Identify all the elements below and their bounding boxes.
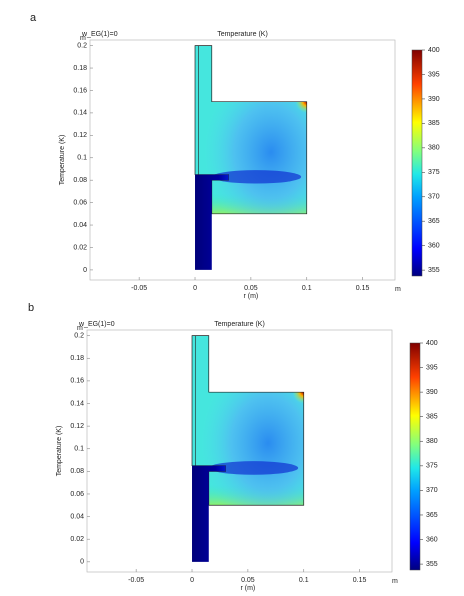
colorbar-tick-label: 400 [426, 340, 438, 347]
y-tick-label: 0.18 [73, 65, 87, 72]
y-tick-label: 0.2 [77, 42, 87, 49]
colorbar-tick-label: 365 [428, 218, 440, 225]
y-tick-label: 0.2 [74, 332, 84, 339]
x-tick-label: 0 [190, 577, 194, 584]
y-tick-label: 0.16 [70, 378, 84, 385]
y-tick-label: 0.02 [70, 536, 84, 543]
y-tick-label: 0.14 [73, 110, 87, 117]
colorbar-tick-label: 375 [428, 169, 440, 176]
inlet-region [192, 465, 226, 562]
x-tick-label: 0.15 [353, 577, 367, 584]
colorbar [411, 49, 423, 277]
inlet-region [195, 174, 229, 270]
y-tick-label: 0 [80, 559, 84, 566]
hot-corner [292, 392, 304, 404]
y-unit: m [80, 35, 86, 42]
subtitle: w_EG(1)=0 [81, 31, 118, 38]
colorbar-tick-label: 390 [426, 389, 438, 396]
y-tick-label: 0.16 [73, 87, 87, 94]
y-tick-label: 0.04 [70, 513, 84, 520]
x-tick-label: -0.05 [131, 285, 147, 292]
colorbar-tick-label: 385 [428, 120, 440, 127]
colorbar-tick-label: 385 [426, 414, 438, 421]
colorbar-tick-label: 370 [428, 194, 440, 201]
y-tick-label: 0.12 [73, 132, 87, 139]
hot-corner [295, 101, 307, 113]
x-tick-label: 0.1 [299, 577, 309, 584]
x-tick-label: -0.05 [128, 577, 144, 584]
x-tick-label: 0.05 [244, 285, 258, 292]
field-plot [192, 335, 304, 506]
x-tick-label: 0.1 [302, 285, 312, 292]
x-axis-label: r (m) [240, 585, 255, 592]
y-tick-label: 0.02 [73, 244, 87, 251]
y-tick-label: 0.18 [70, 355, 84, 362]
y-tick-label: 0.08 [73, 177, 87, 184]
y-tick-label: 0.06 [70, 491, 84, 498]
colorbar-tick-label: 355 [428, 267, 440, 274]
title: Temperature (K) [214, 321, 265, 328]
y-tick-label: 0.1 [77, 155, 87, 162]
y-tick-label: 0.08 [70, 468, 84, 475]
x-tick-label: 0 [193, 285, 197, 292]
x-axis-label: r (m) [243, 293, 258, 300]
colorbar-tick-label: 395 [426, 364, 438, 371]
x-tick-label: 0.15 [356, 285, 370, 292]
cold-jet [208, 461, 299, 475]
y-tick-label: 0.06 [73, 199, 87, 206]
y-tick-label: 0.1 [74, 446, 84, 453]
subtitle: w_EG(1)=0 [78, 321, 115, 328]
colorbar-tick-label: 365 [426, 512, 438, 519]
colorbar-tick-label: 390 [428, 96, 440, 103]
y-tick-label: 0.12 [70, 423, 84, 430]
title: Temperature (K) [217, 31, 268, 38]
cold-jet [211, 170, 302, 184]
colorbar-tick-label: 375 [426, 463, 438, 470]
y-axis-label: Temperature (K) [56, 426, 63, 477]
x-unit: m [392, 578, 398, 585]
field-plot [195, 45, 307, 214]
x-unit: m [395, 286, 401, 293]
y-tick-label: 0 [83, 267, 87, 274]
colorbar-tick-label: 360 [426, 536, 438, 543]
panel-label: a [30, 12, 37, 24]
colorbar-tick-label: 370 [426, 487, 438, 494]
panel-label: b [28, 302, 34, 314]
colorbar-tick-label: 395 [428, 71, 440, 78]
colorbar-tick-label: 360 [428, 243, 440, 250]
x-tick-label: 0.05 [241, 577, 255, 584]
colorbar [409, 342, 421, 571]
y-unit: m [77, 325, 83, 332]
colorbar-tick-label: 380 [428, 145, 440, 152]
colorbar-tick-label: 400 [428, 47, 440, 54]
colorbar-tick-label: 355 [426, 561, 438, 568]
colorbar-tick-label: 380 [426, 438, 438, 445]
y-axis-label: Temperature (K) [59, 135, 66, 186]
y-tick-label: 0.14 [70, 400, 84, 407]
y-tick-label: 0.04 [73, 222, 87, 229]
